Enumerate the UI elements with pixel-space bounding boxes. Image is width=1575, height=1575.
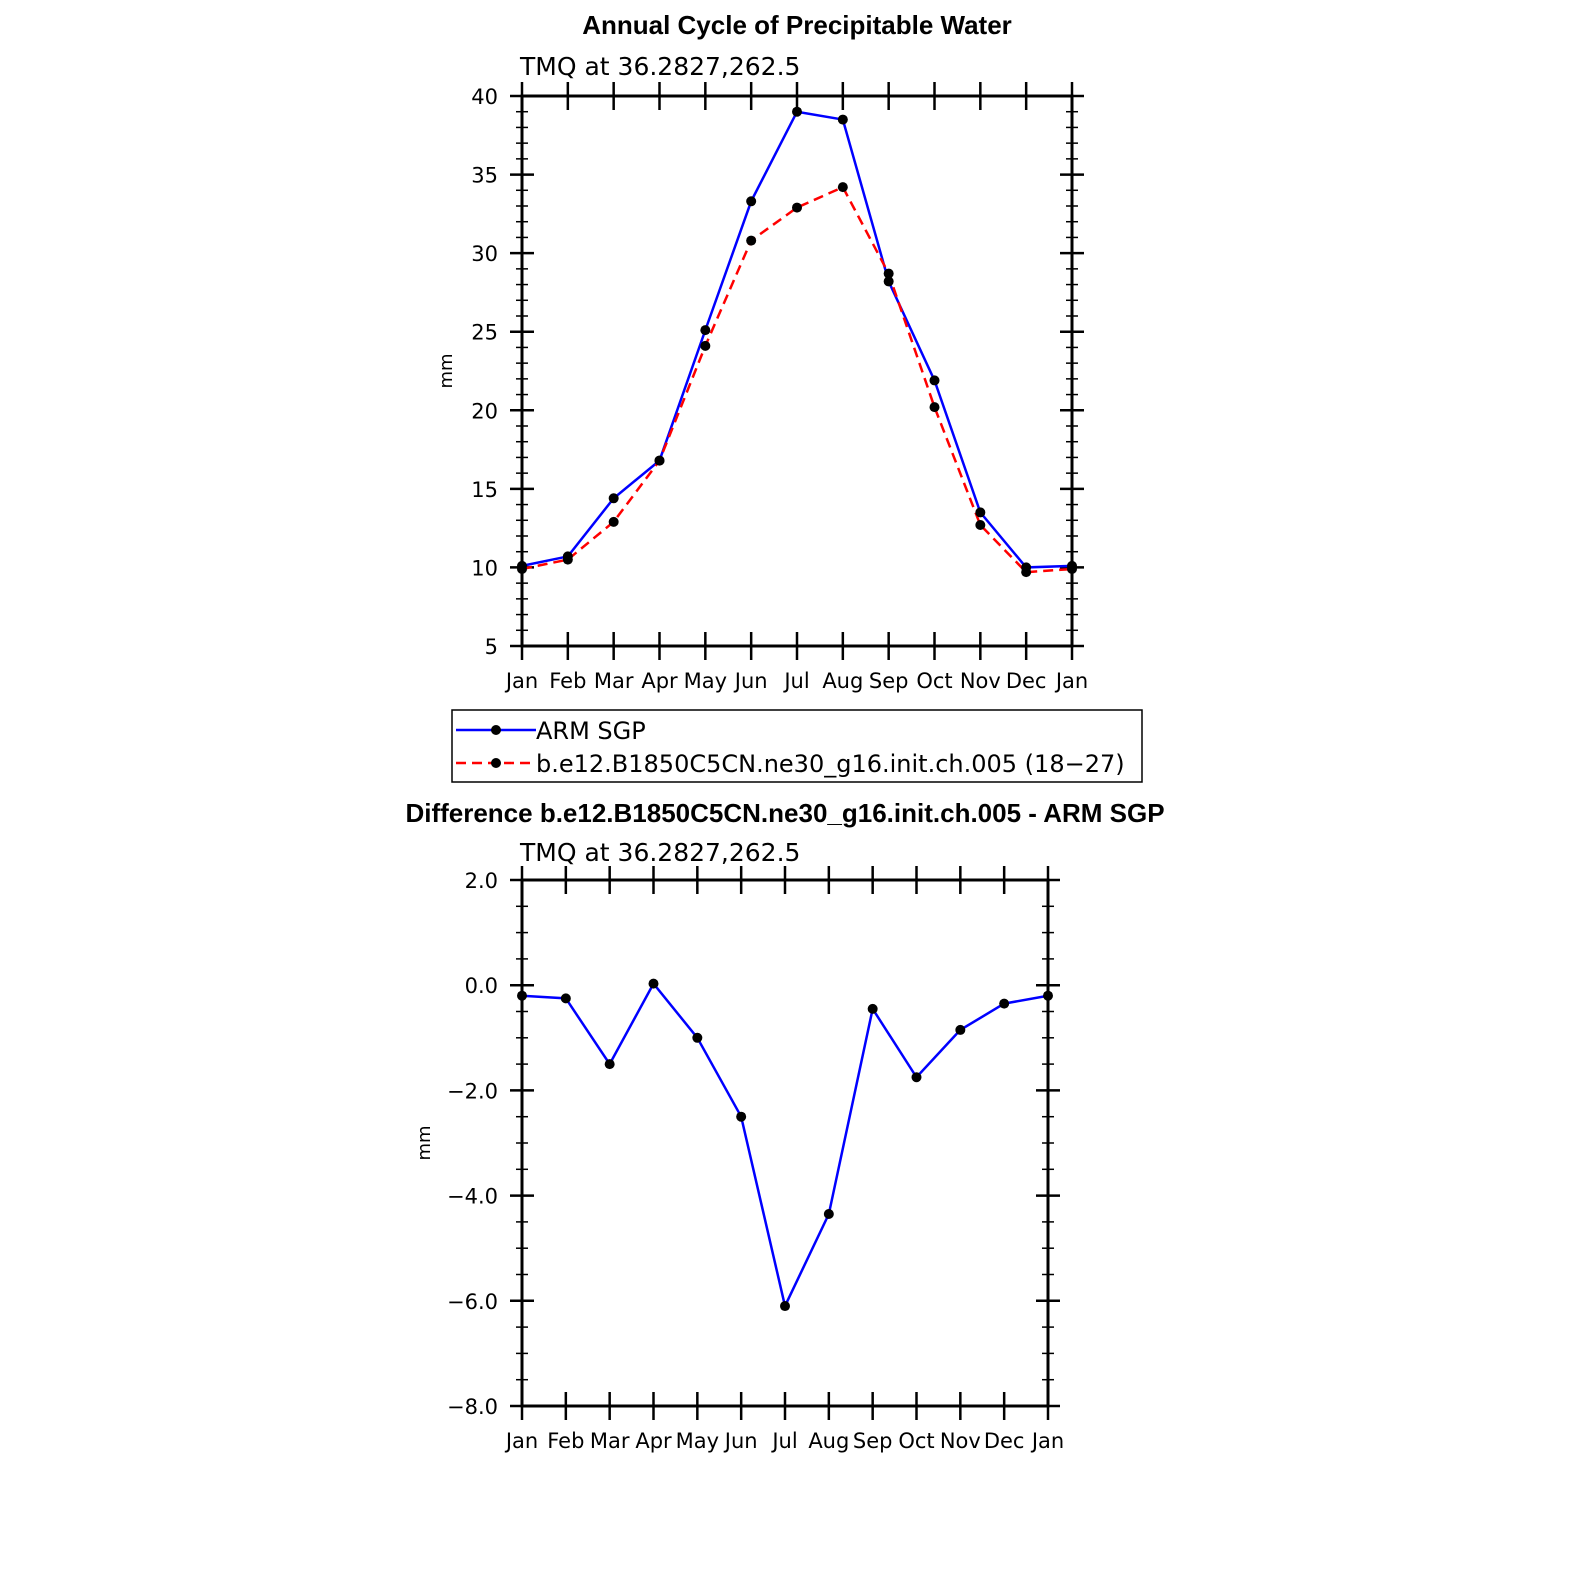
x-tick-label: Nov [940, 1429, 981, 1453]
x-tick-label: Jan [1054, 669, 1088, 693]
data-point-series-0 [911, 1072, 922, 1083]
data-point-series-0 [648, 978, 659, 989]
data-point-series-0 [746, 196, 757, 207]
x-tick-label: Jun [733, 669, 768, 693]
x-tick-label: May [684, 669, 727, 693]
y-tick-label: 35 [471, 164, 498, 188]
data-point-series-0 [955, 1024, 966, 1035]
data-point-series-1 [975, 520, 986, 530]
data-point-series-0 [692, 1032, 703, 1043]
x-tick-label: Oct [898, 1429, 934, 1453]
data-point-series-1 [746, 235, 757, 246]
x-tick-label: Jun [723, 1429, 758, 1453]
data-point-series-0 [604, 1059, 615, 1070]
x-tick-label: Jul [770, 1429, 797, 1453]
chart2-plot: Jan Feb Mar Apr May Jun Jul Aug Sep Oct Nov Dec Jan−… [447, 866, 1064, 1453]
x-tick-label: May [676, 1429, 719, 1453]
y-tick-label: 30 [471, 242, 498, 266]
data-point-series-0 [780, 1301, 790, 1312]
series-line-0 [521, 110, 1073, 569]
chart1-ylabel: mm [436, 353, 457, 388]
x-tick-label: Feb [547, 1429, 584, 1453]
legend-label-arm-sgp: ARM SGP [536, 717, 646, 745]
x-tick-label: Jul [782, 669, 809, 693]
x-tick-label: Sep [869, 669, 909, 693]
data-point-series-1 [929, 402, 940, 413]
data-point-series-1 [1067, 564, 1077, 574]
data-point-series-1 [562, 554, 573, 565]
y-tick-label: 15 [471, 478, 498, 502]
chart2-ylabel: mm [414, 1125, 435, 1160]
legend-box [451, 709, 1143, 783]
data-point-series-0 [975, 507, 986, 518]
series-line-0 [521, 981, 1049, 1310]
x-tick-label: Feb [549, 669, 586, 693]
x-tick-label: Jan [1030, 1429, 1064, 1453]
legend-marker-model [491, 758, 501, 768]
y-tick-label: −4.0 [447, 1185, 498, 1209]
y-tick-label: 20 [471, 399, 498, 423]
data-point-series-0 [929, 375, 940, 386]
data-point-series-1 [654, 455, 665, 466]
x-tick-label: Nov [960, 669, 1001, 693]
x-tick-label: Jan [504, 669, 538, 693]
x-tick-label: Apr [641, 669, 678, 693]
x-tick-label: Dec [1006, 669, 1047, 693]
data-point-series-1 [837, 182, 848, 193]
chart2-subtitle: TMQ at 36.2827,262.5 [519, 838, 800, 867]
y-tick-label: −6.0 [447, 1290, 498, 1314]
data-point-series-0 [883, 276, 894, 287]
y-tick-label: 40 [471, 85, 498, 109]
legend-marker-arm-sgp [491, 725, 501, 735]
x-tick-label: Mar [590, 1429, 630, 1453]
x-tick-label: Sep [853, 1429, 893, 1453]
x-tick-label: Apr [635, 1429, 672, 1453]
x-tick-label: Aug [822, 669, 863, 693]
data-point-series-1 [1021, 567, 1032, 578]
y-tick-label: −8.0 [447, 1395, 498, 1419]
data-point-series-0 [608, 493, 619, 504]
x-tick-label: Mar [594, 669, 634, 693]
y-tick-label: −2.0 [447, 1079, 498, 1103]
series-line-1 [521, 185, 1073, 574]
chart1-title: Annual Cycle of Precipitable Water [582, 10, 1012, 40]
chart2-title: Difference b.e12.B1850C5CN.ne30_g16.init… [405, 798, 1164, 828]
chart1-plot: Jan Feb Mar Apr May Jun Jul Aug Sep Oct Nov Dec Jan5… [471, 82, 1088, 693]
y-tick-label: 5 [485, 635, 498, 659]
plot-frame [520, 94, 1074, 648]
chart1-subtitle: TMQ at 36.2827,262.5 [519, 52, 800, 81]
y-tick-label: 10 [471, 556, 498, 580]
x-tick-label: Dec [984, 1429, 1025, 1453]
x-tick-label: Jan [504, 1429, 538, 1453]
data-point-series-1 [517, 564, 527, 574]
data-point-series-1 [792, 202, 802, 213]
y-tick-label: 25 [471, 321, 498, 345]
data-point-series-0 [560, 993, 571, 1004]
data-point-series-0 [837, 114, 848, 125]
legend-label-model: b.e12.B1850C5CN.ne30_g16.init.ch.005 (18… [536, 750, 1125, 778]
data-point-series-1 [608, 516, 619, 527]
data-point-series-0 [700, 325, 711, 336]
legend: ARM SGP b.e12.B1850C5CN.ne30_g16.init.ch… [451, 709, 1143, 783]
data-point-series-0 [736, 1111, 747, 1122]
plot-frame [520, 878, 1050, 1408]
data-point-series-0 [1043, 990, 1053, 1001]
y-tick-label: 0.0 [465, 974, 498, 998]
data-point-series-0 [823, 1209, 834, 1220]
data-point-series-0 [517, 990, 527, 1001]
data-point-series-0 [999, 998, 1010, 1009]
x-tick-label: Aug [808, 1429, 849, 1453]
data-point-series-1 [700, 340, 711, 351]
data-point-series-0 [792, 106, 802, 117]
x-tick-label: Oct [916, 669, 952, 693]
data-point-series-1 [883, 268, 894, 279]
y-tick-label: 2.0 [465, 869, 498, 893]
data-point-series-0 [867, 1003, 878, 1014]
